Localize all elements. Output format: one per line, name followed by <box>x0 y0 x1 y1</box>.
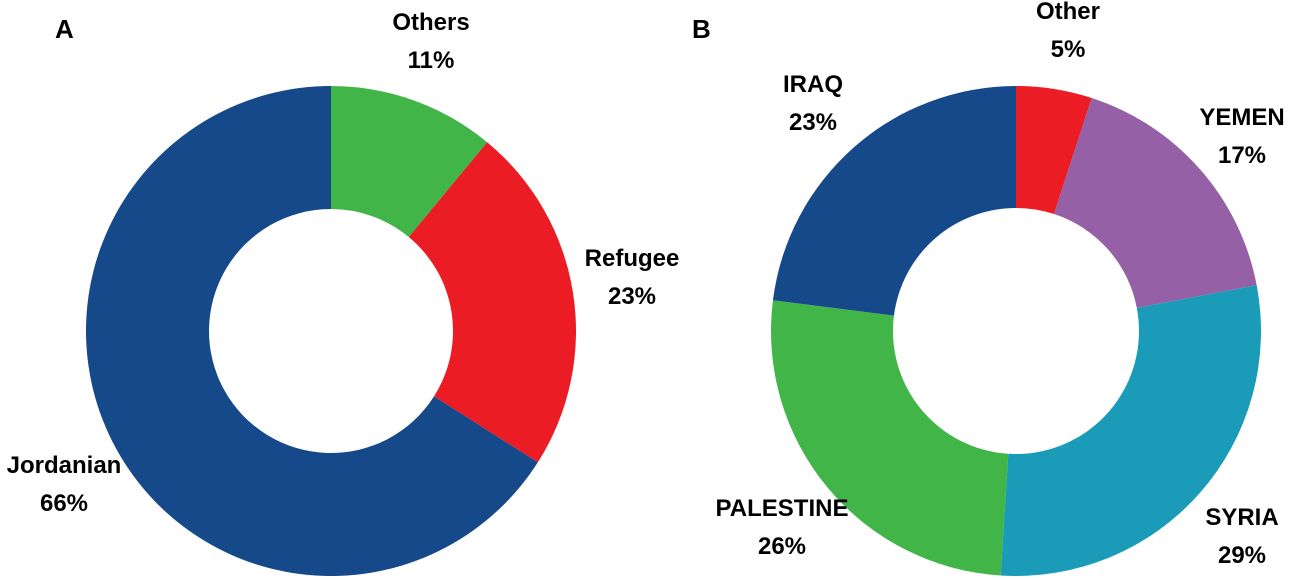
label-refugee: Refugee <box>585 245 680 272</box>
label-syria: SYRIA <box>1205 504 1278 531</box>
value-label-refugee: 23% <box>608 283 656 310</box>
slice-others <box>331 86 488 237</box>
label-other: Other <box>1036 0 1100 25</box>
value-label-palestine: 26% <box>758 533 806 560</box>
donut-chart-b: Other 5% YEMEN 17% SYRIA 29% PALESTINE 26% IRAQ 2… <box>716 0 1285 577</box>
donut-chart-a: Others 11% Refugee 23% Jordanian 66% <box>7 9 680 577</box>
label-yemen: YEMEN <box>1199 104 1284 131</box>
value-label-others: 11% <box>408 47 455 74</box>
value-label-syria: 29% <box>1218 542 1266 569</box>
slice-syria <box>1000 285 1261 577</box>
value-label-yemen: 17% <box>1218 142 1266 169</box>
slice-iraq <box>772 85 1016 316</box>
label-others: Others <box>392 9 469 36</box>
slice-refugee <box>408 142 576 463</box>
label-iraq: IRAQ <box>783 71 843 98</box>
slice-palestine <box>770 300 1009 576</box>
slice-jordanian <box>85 86 538 577</box>
panel-label-b: B <box>692 14 711 44</box>
value-label-other: 5% <box>1051 36 1086 63</box>
slice-yemen <box>1054 97 1257 308</box>
panel-label-a: A <box>55 14 74 44</box>
value-label-iraq: 23% <box>789 109 837 136</box>
label-jordanian: Jordanian <box>7 452 122 479</box>
slice-other <box>1016 86 1092 215</box>
value-label-jordanian: 66% <box>40 490 88 517</box>
label-palestine: PALESTINE <box>716 495 849 522</box>
